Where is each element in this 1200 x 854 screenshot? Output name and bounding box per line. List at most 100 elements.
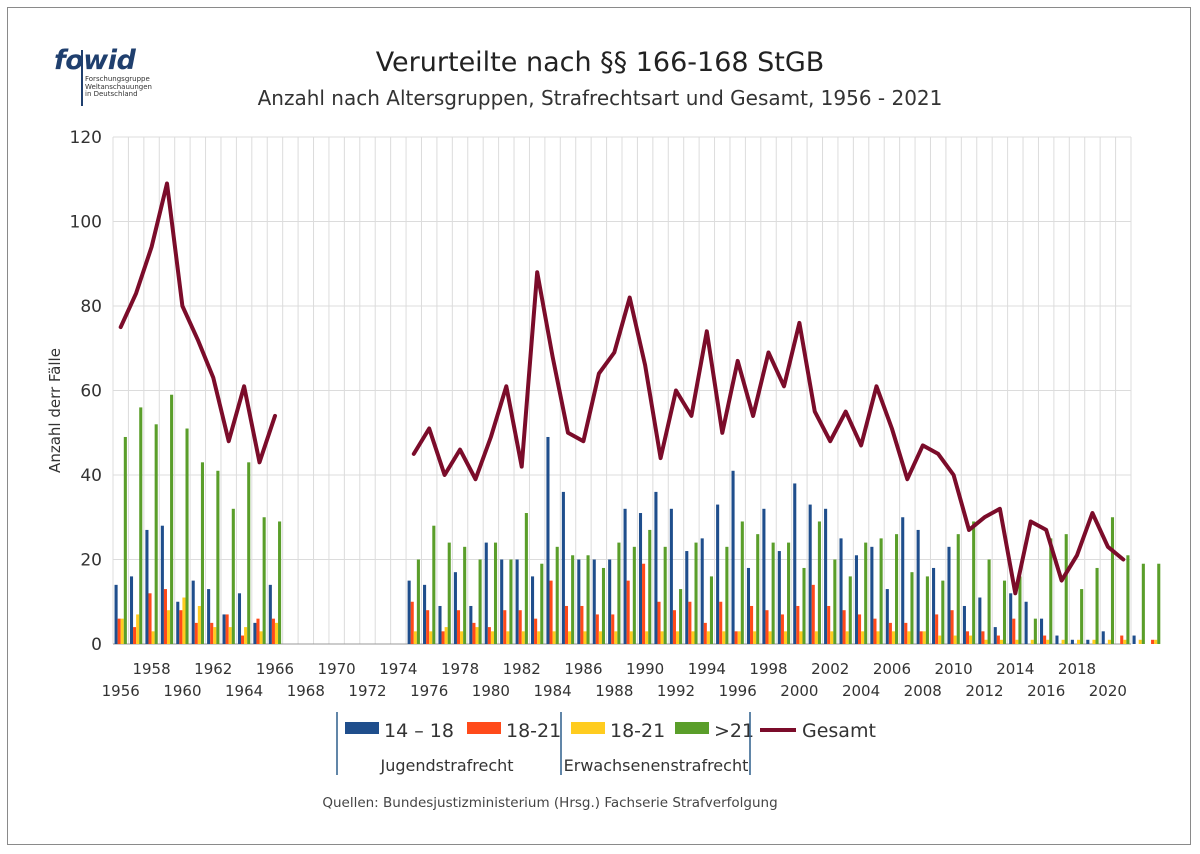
- bar-jugend-18-21: [148, 593, 152, 644]
- bar-jugend-14-18: [916, 529, 920, 644]
- bar-jugend-18-21: [564, 605, 569, 644]
- bar-erw-21: [555, 546, 559, 644]
- bar-jugend-18-21: [534, 618, 538, 644]
- x-tick-label: 2020: [1089, 682, 1127, 700]
- legend-14-18-label: 14 – 18: [384, 720, 454, 742]
- bar-jugend-14-18: [793, 483, 797, 644]
- bar-erw-21: [170, 394, 174, 644]
- bar-erw-21: [709, 576, 714, 644]
- bar-erw-18-21: [1154, 639, 1158, 644]
- bar-jugend-18-21: [271, 618, 275, 644]
- bar-erw-18-21: [645, 631, 649, 644]
- bar-jugend-18-21: [163, 589, 167, 644]
- bar-erw-21: [771, 542, 775, 644]
- chart-frame: [7, 7, 1191, 845]
- bar-erw-18-21: [197, 605, 201, 644]
- bar-jugend-18-21: [194, 622, 198, 644]
- bar-jugend-14-18: [777, 551, 781, 644]
- bar-jugend-18-21: [965, 631, 970, 644]
- y-tick-label: 60: [80, 382, 102, 402]
- legend-14-18-swatch: [345, 722, 379, 734]
- bar-erw-21: [123, 436, 127, 644]
- bar-jugend-18-21: [642, 563, 646, 644]
- bar-erw-21: [1033, 618, 1037, 644]
- bar-erw-18-21: [1107, 639, 1111, 644]
- bar-erw-18-21: [274, 622, 279, 644]
- bar-erw-21: [1110, 517, 1115, 644]
- bar-erw-21: [601, 567, 606, 644]
- bar-erw-21: [432, 525, 436, 644]
- y-tick-label: 120: [70, 128, 102, 148]
- bar-jugend-18-21: [935, 614, 939, 644]
- bar-jugend-18-21: [518, 610, 522, 644]
- x-tick-label: 1974: [379, 660, 417, 678]
- bar-erw-21: [216, 470, 220, 644]
- bar-jugend-14-18: [1086, 639, 1090, 644]
- logo-word: fowid: [54, 45, 136, 76]
- bar-jugend-14-18: [885, 589, 889, 644]
- chart-subtitle: Anzahl nach Altersgruppen, Strafrechtsar…: [257, 86, 943, 110]
- bar-erw-18-21: [583, 631, 587, 644]
- x-tick-label: 1988: [595, 682, 633, 700]
- source-note: Quellen: Bundesjustizministerium (Hrsg.)…: [322, 795, 778, 811]
- bar-erw-21: [200, 462, 205, 644]
- bar-erw-21: [787, 542, 791, 644]
- bar-jugend-14-18: [1070, 639, 1074, 644]
- y-tick-label: 100: [70, 213, 102, 233]
- bar-jugend-18-21: [1043, 635, 1047, 644]
- bar-erw-18-21: [675, 631, 680, 644]
- x-tick-label: 1962: [194, 660, 232, 678]
- bar-jugend-14-18: [808, 504, 812, 644]
- bar-erw-18-21: [922, 631, 926, 644]
- bar-erw-21: [648, 529, 652, 644]
- bar-erw-18-21: [598, 631, 602, 644]
- bar-jugend-18-21: [734, 631, 738, 644]
- bar-jugend-14-18: [731, 470, 735, 644]
- x-tick-label: 1972: [348, 682, 386, 700]
- bar-jugend-14-18: [978, 597, 982, 644]
- bar-jugend-18-21: [595, 614, 599, 644]
- legend-gesamt-label: Gesamt: [802, 720, 876, 742]
- bar-erw-18-21: [552, 631, 556, 644]
- bar-jugend-14-18: [561, 491, 565, 644]
- bar-erw-21: [540, 563, 544, 644]
- bar-erw-21: [447, 542, 451, 644]
- bar-erw-21: [571, 555, 575, 644]
- bar-jugend-18-21: [426, 610, 430, 644]
- bar-erw-18-21: [213, 627, 217, 644]
- bar-erw-18-21: [938, 635, 942, 644]
- legend-erw-18-21-label: 18-21: [610, 720, 665, 742]
- bar-erw-21: [509, 559, 513, 644]
- bar-jugend-18-21: [410, 601, 414, 644]
- bar-erw-21: [524, 513, 528, 644]
- bar-erw-18-21: [999, 639, 1003, 644]
- bar-jugend-14-18: [716, 504, 720, 644]
- bar-erw-18-21: [136, 614, 140, 644]
- bar-erw-21: [1018, 576, 1022, 644]
- bar-erw-18-21: [861, 631, 865, 644]
- bar-jugend-18-21: [549, 580, 553, 644]
- bar-erw-21: [586, 555, 590, 644]
- bar-erw-21: [154, 424, 158, 644]
- bar-erw-18-21: [521, 631, 525, 644]
- legend-over-21-label: >21: [714, 720, 754, 742]
- bar-erw-18-21: [120, 618, 124, 644]
- bar-erw-21: [1064, 534, 1068, 644]
- bar-jugend-18-21: [873, 618, 877, 644]
- x-tick-label: 2010: [935, 660, 973, 678]
- y-tick-label: 80: [80, 297, 102, 317]
- bar-jugend-14-18: [1009, 593, 1013, 644]
- bar-erw-21: [694, 542, 698, 644]
- bar-jugend-14-18: [207, 589, 211, 644]
- bar-erw-18-21: [953, 635, 957, 644]
- bar-jugend-14-18: [947, 546, 951, 644]
- bar-jugend-18-21: [241, 635, 245, 644]
- bar-erw-18-21: [506, 631, 510, 644]
- legend-jugend-18-21-label: 18-21: [506, 720, 561, 742]
- bar-jugend-18-21: [580, 605, 584, 644]
- bar-erw-18-21: [706, 631, 710, 644]
- bar-erw-21: [802, 567, 806, 644]
- bar-jugend-14-18: [623, 508, 627, 644]
- bar-jugend-14-18: [160, 525, 164, 644]
- bar-jugend-14-18: [746, 567, 751, 644]
